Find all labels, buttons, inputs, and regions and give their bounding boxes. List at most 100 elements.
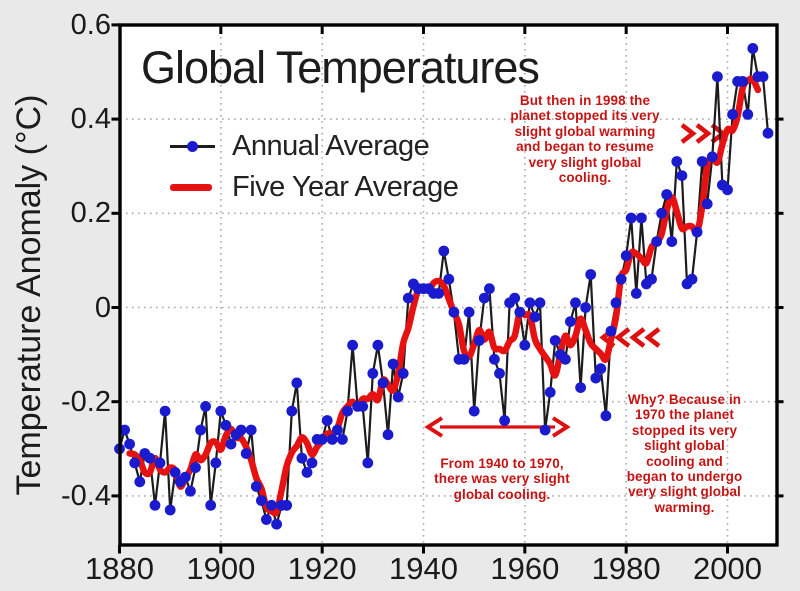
annual-data-point — [580, 302, 591, 313]
annual-data-point — [585, 269, 597, 280]
annual-data-point — [382, 429, 394, 441]
annual-data-point — [737, 76, 749, 87]
annual-data-point — [691, 226, 703, 238]
annual-data-point — [256, 495, 267, 506]
annual-data-point — [205, 499, 217, 511]
annual-data-point — [250, 481, 262, 492]
annual-data-point — [605, 325, 617, 337]
annotation-line: planet stopped its very — [510, 108, 660, 124]
y-axis-title: Temperature Anomaly (°C) — [10, 94, 48, 496]
annual-data-point — [701, 198, 713, 210]
left-chevron-arrow-icon — [644, 327, 661, 348]
annual-data-point — [377, 377, 389, 389]
annual-data-point — [195, 424, 207, 436]
annual-data-point — [154, 457, 166, 469]
plot-frame — [118, 23, 779, 547]
annual-data-point — [337, 434, 348, 445]
annual-data-point — [570, 297, 581, 309]
annual-data-point — [144, 452, 156, 464]
legend-label-five-year: Five Year Average — [232, 171, 459, 203]
annual-data-point — [124, 438, 135, 450]
annual-data-point — [696, 156, 708, 167]
annotation-line: global cooling. — [453, 486, 551, 502]
annual-data-point — [458, 353, 470, 365]
annual-data-point — [397, 368, 409, 379]
annual-data-point — [119, 424, 130, 436]
y-tick-label: -0.2 — [61, 385, 111, 418]
annual-data-point — [630, 288, 642, 299]
annual-data-point — [706, 151, 718, 163]
annual-data-point — [200, 401, 212, 412]
annual-data-point — [509, 292, 521, 304]
annual-data-point — [190, 462, 201, 473]
annual-data-point — [235, 424, 247, 436]
annual-data-point — [747, 43, 759, 54]
annual-data-point — [367, 368, 379, 379]
bracket-right-chevron-icon — [551, 416, 571, 438]
left-chevron-arrow-icon — [614, 327, 631, 348]
annual-data-point — [610, 297, 622, 309]
annual-data-point — [661, 189, 673, 200]
annotation-line: But then in 1998 the — [519, 93, 651, 108]
annotation-line: very slight global — [528, 154, 642, 170]
annual-data-point — [149, 499, 161, 511]
x-tick-label: 2000 — [693, 551, 762, 586]
annotation-line: slight global — [644, 438, 725, 454]
bracket-left-chevron-icon — [424, 416, 444, 438]
annotation-line: and began to resume — [516, 139, 654, 155]
annual-data-point — [742, 109, 754, 120]
annual-data-point — [316, 434, 328, 445]
annual-data-point — [560, 353, 571, 365]
annotation-line: stopped its very — [631, 422, 738, 438]
annual-data-point — [296, 452, 308, 464]
annual-data-point — [686, 273, 698, 285]
annual-data-point — [489, 353, 500, 365]
annual-data-point — [443, 273, 455, 285]
annual-data-point — [727, 109, 738, 120]
annual-data-point — [514, 306, 526, 318]
annual-data-point — [651, 236, 662, 248]
annual-data-point — [468, 405, 480, 417]
annual-data-point — [762, 127, 774, 139]
annual-data-point — [636, 212, 647, 224]
annual-data-point — [286, 405, 298, 417]
annual-data-point — [433, 288, 445, 299]
y-tick-label: 0.4 — [70, 103, 111, 136]
annual-data-point — [326, 434, 338, 445]
annual-data-point — [180, 471, 191, 483]
annual-data-point — [281, 499, 293, 511]
annual-data-point — [484, 283, 495, 295]
x-tick-label: 1940 — [389, 551, 458, 586]
annual-data-point — [129, 457, 141, 469]
annotation-line: Why? Because in — [627, 392, 742, 407]
right-chevron-arrow-icon — [680, 123, 697, 144]
annual-data-point — [164, 504, 176, 516]
annual-data-point — [347, 339, 358, 351]
annual-data-point — [646, 273, 657, 285]
annual-data-point — [402, 292, 414, 304]
annotation-1998-cooling: But then in 1998 the planet stopped its v… — [495, 93, 675, 185]
annotation-line: slight global warming — [514, 123, 656, 139]
annual-data-point — [615, 273, 627, 285]
annual-data-point — [494, 368, 505, 379]
annual-data-point — [539, 424, 551, 436]
five-year-average-marker-icon — [170, 184, 212, 191]
x-tick-label: 1980 — [591, 551, 661, 586]
annual-data-point — [362, 457, 374, 469]
annual-data-point — [666, 236, 678, 248]
annual-data-point — [245, 424, 257, 436]
annotation-line: very slight global — [628, 484, 741, 500]
left-chevron-arrow-icon — [629, 327, 646, 348]
annual-data-point — [332, 424, 343, 436]
annual-data-point — [656, 207, 667, 219]
annual-data-point — [159, 405, 171, 417]
y-tick-label: 0 — [94, 291, 111, 324]
annual-data-point — [676, 170, 688, 182]
y-tick-label: 0.2 — [70, 197, 111, 230]
annual-data-point — [306, 457, 318, 469]
x-tick-label: 1900 — [186, 551, 256, 586]
annual-data-point — [387, 358, 399, 370]
annual-data-point — [565, 316, 576, 327]
annual-data-point — [590, 372, 602, 384]
